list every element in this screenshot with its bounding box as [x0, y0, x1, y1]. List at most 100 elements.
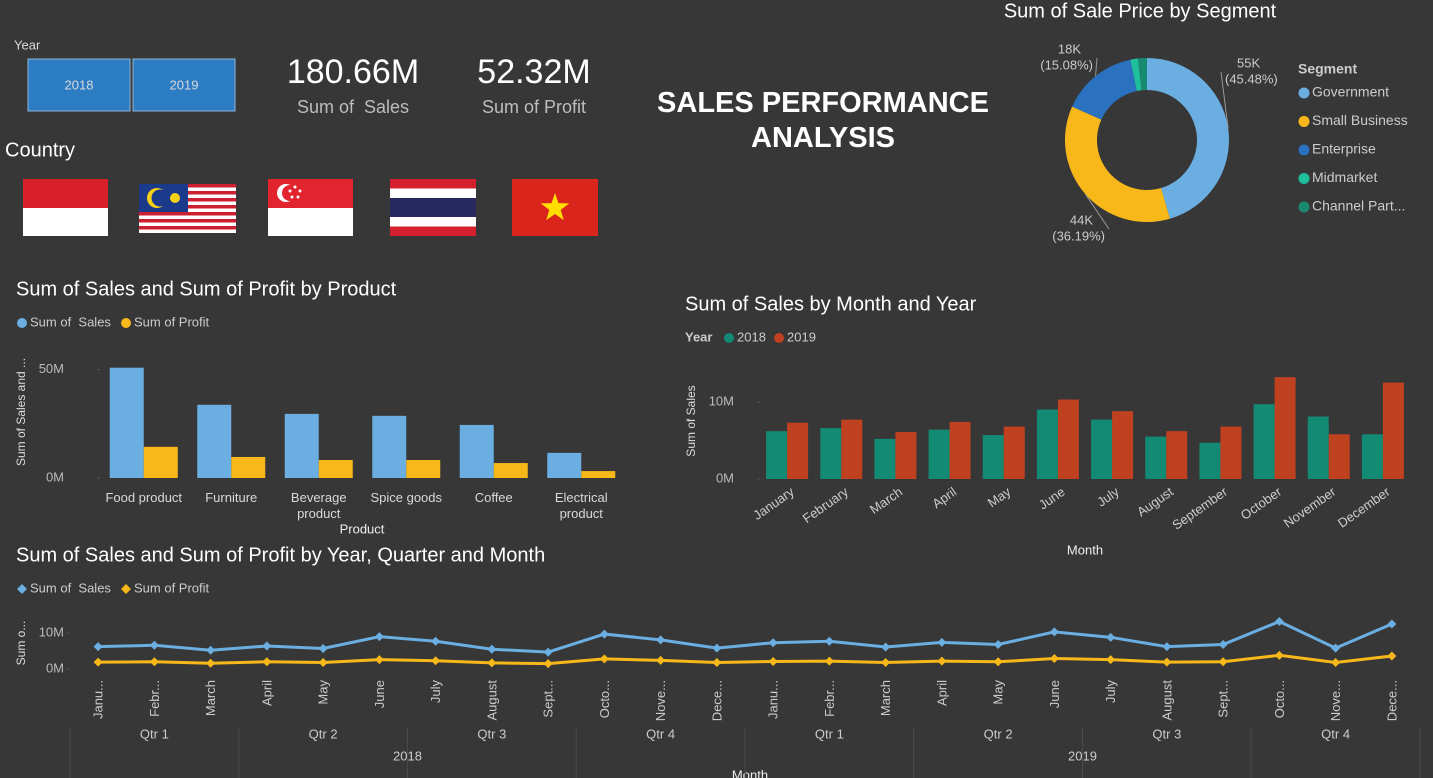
flag-star	[290, 195, 294, 199]
marker	[599, 629, 609, 639]
marker	[318, 643, 328, 653]
legend-marker	[774, 333, 784, 343]
x-tick-label: December	[1335, 484, 1393, 531]
bar	[1112, 411, 1134, 479]
marker	[1106, 632, 1116, 642]
y-tick-label: 0M	[46, 469, 64, 484]
flag-crescent-cut	[282, 185, 298, 201]
x-tick-label: March	[203, 680, 218, 716]
marker	[1106, 655, 1116, 665]
legend-marker	[1298, 201, 1310, 213]
x-tick-label: June	[1036, 484, 1068, 512]
bar	[1166, 431, 1188, 479]
x-tick-label: Janu...	[91, 680, 106, 719]
marker	[93, 642, 103, 652]
y-axis-title: Sum of Sales	[684, 385, 698, 456]
bar	[874, 438, 896, 479]
marker	[543, 647, 553, 657]
flag-singapore[interactable]	[268, 179, 353, 236]
flag-indonesia[interactable]	[23, 179, 108, 236]
x-tick-label: April	[934, 680, 949, 706]
marker	[1218, 640, 1228, 650]
marker	[768, 656, 778, 666]
bar	[1220, 426, 1242, 479]
card-label: Sum of Profit	[482, 97, 586, 117]
x-tick-label: July	[428, 680, 443, 704]
x-tick-label: May	[316, 680, 331, 705]
x-tick-label: Febr...	[147, 680, 162, 717]
line	[98, 653, 1393, 666]
x-tick-label: April	[929, 484, 959, 511]
flag-star	[296, 195, 300, 199]
marker	[1049, 654, 1059, 664]
x-tick-label: January	[750, 484, 797, 523]
flag-star	[293, 185, 297, 189]
bar	[928, 429, 950, 479]
donut-slice	[1137, 58, 1147, 91]
bar	[766, 431, 788, 479]
marker	[431, 656, 441, 666]
x-tick-label: April	[259, 680, 274, 706]
bar	[459, 424, 494, 478]
marker	[768, 638, 778, 648]
marker	[374, 632, 384, 642]
legend-title: Segment	[1298, 61, 1357, 77]
marker	[712, 643, 722, 653]
x-tick-label-box: Spice goods	[370, 490, 443, 505]
marker	[262, 657, 272, 667]
x-group-label: Qtr 1	[815, 726, 844, 741]
x-tick-label: August	[484, 680, 499, 721]
x-tick-label: Spice goods	[370, 490, 443, 505]
marker	[487, 658, 497, 668]
bar	[143, 446, 178, 478]
x-tick-label: Food product	[105, 490, 183, 505]
bar	[231, 456, 266, 478]
x-tick-label-box: Coffee	[475, 490, 513, 505]
legend-label: Small Business	[1312, 112, 1408, 128]
legend-label: Enterprise	[1312, 141, 1376, 157]
data-label: 44K	[1070, 212, 1093, 227]
x-tick-label: Octo...	[1272, 680, 1287, 718]
bar	[1274, 377, 1296, 479]
flag-malaysia[interactable]	[139, 184, 236, 233]
x-tick-label: November	[1281, 484, 1339, 531]
slicer-option[interactable]: 2018	[65, 77, 94, 92]
slicer-label: Year	[14, 37, 41, 52]
x-tick-label: Beverage product	[290, 490, 347, 521]
bar	[581, 471, 616, 478]
x-tick-label: Electrical product	[554, 490, 608, 521]
x-group-label: Qtr 4	[1321, 726, 1350, 741]
slicer-option[interactable]: 2019	[170, 77, 199, 92]
flag-vietnam[interactable]	[512, 179, 598, 236]
x-tick-label: July	[1094, 484, 1122, 510]
flag-stripe	[23, 179, 108, 208]
x-group-label: 2018	[393, 748, 422, 763]
bar	[406, 460, 441, 478]
slicer-button[interactable]	[27, 58, 131, 112]
y-tick-label: 10M	[709, 393, 734, 408]
x-axis-title: Month	[1067, 542, 1103, 557]
bar	[1145, 436, 1167, 479]
x-tick-label: Dece...	[709, 680, 724, 721]
marker	[149, 640, 159, 650]
x-tick-label-box: Beverage product	[290, 490, 347, 521]
chart-title: Sum of Sales and Sum of Profit by Year, …	[16, 544, 545, 566]
card-label: Sum of Sales	[297, 97, 409, 117]
flag-thailand[interactable]	[390, 179, 476, 236]
x-tick-label: Febr...	[822, 680, 837, 717]
flag-stripe	[23, 208, 108, 236]
x-tick-label: September	[1169, 484, 1230, 533]
donut-slice	[1130, 58, 1142, 92]
slicer-button[interactable]	[132, 58, 236, 112]
marker	[543, 659, 553, 669]
marker	[487, 644, 497, 654]
x-axis-title: Month	[732, 767, 768, 778]
marker	[937, 656, 947, 666]
flag-stripe	[268, 208, 353, 236]
marker	[1274, 650, 1284, 660]
bar	[1307, 416, 1329, 479]
leader-line	[1084, 193, 1110, 230]
x-tick-label: June	[372, 680, 387, 708]
legend-title: Year	[685, 329, 712, 344]
x-group-label: Qtr 3	[477, 726, 506, 741]
